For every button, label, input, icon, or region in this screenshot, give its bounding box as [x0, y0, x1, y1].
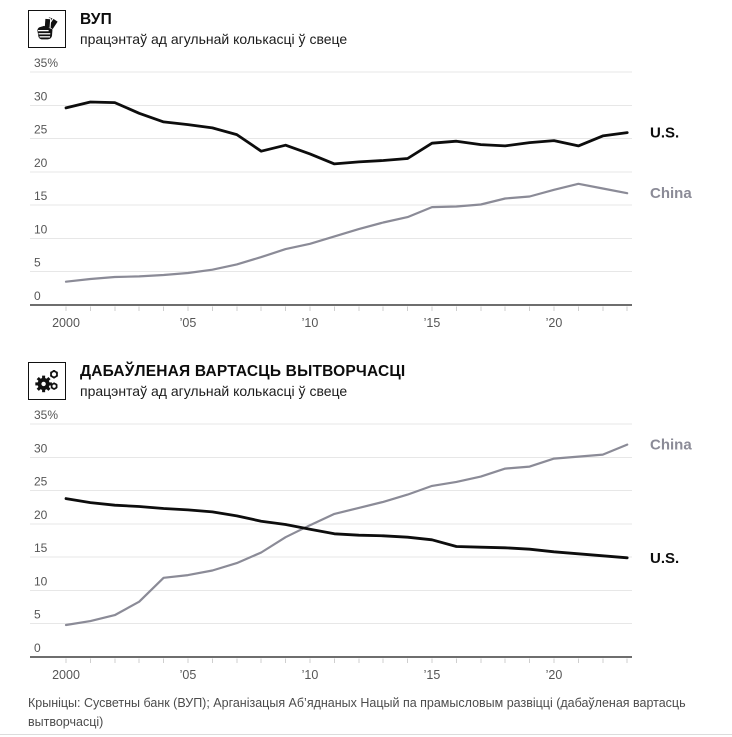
us-line: [64, 497, 629, 560]
manufacturing-chart-header: ДАБАЎЛЕНАЯ ВАРТАСЦЬ ВЫТВОРЧАСЦІ працэнта…: [0, 352, 732, 402]
x-tick-label: ’15: [424, 668, 441, 682]
gdp-chart-subtitle: працэнтаў ад агульнай колькасці ў свеце: [80, 31, 348, 48]
china-label: China: [650, 437, 692, 454]
us-label: U.S.: [650, 550, 679, 567]
gdp-chart-section: ВУП працэнтаў ад агульнай колькасці ў св…: [0, 0, 732, 332]
gdp-chart-header: ВУП працэнтаў ад агульнай колькасці ў св…: [0, 0, 732, 50]
manufacturing-chart-title: ДАБАЎЛЕНАЯ ВАРТАСЦЬ ВЫТВОРЧАСЦІ: [80, 363, 406, 380]
gdp-chart-titles: ВУП працэнтаў ад агульнай колькасці ў св…: [80, 10, 347, 49]
y-tick-label: 5: [34, 256, 41, 270]
x-tick-label: ’15: [424, 316, 441, 330]
x-tick-label: ’20: [546, 316, 563, 330]
gears-icon: [28, 362, 66, 400]
y-tick-label: 25: [34, 475, 48, 489]
gdp-chart-title: ВУП: [80, 11, 112, 28]
x-tick-label: 2000: [52, 668, 80, 682]
y-tick-label: 15: [34, 541, 48, 555]
x-tick-label: 2000: [52, 316, 80, 330]
manufacturing-chart-section: ДАБАЎЛЕНАЯ ВАРТАСЦЬ ВЫТВОРЧАСЦІ працэнта…: [0, 352, 732, 684]
bottom-divider: [0, 734, 732, 735]
y-tick-label: 35%: [34, 58, 58, 70]
y-tick-label: 10: [34, 222, 48, 236]
money-in-hand-icon: [28, 10, 66, 48]
y-tick-label: 10: [34, 574, 48, 588]
y-tick-label: 0: [34, 289, 41, 303]
manufacturing-chart-titles: ДАБАЎЛЕНАЯ ВАРТАСЦЬ ВЫТВОРЧАСЦІ працэнта…: [80, 362, 405, 401]
y-tick-label: 15: [34, 189, 48, 203]
y-tick-label: 20: [34, 508, 48, 522]
y-tick-label: 30: [34, 89, 48, 103]
line-chart: 0 5 10 15 20 25 30 35% 2000 ’05 ’10 ’15 ’20 U.S. China: [30, 58, 692, 330]
manufacturing-chart-plot: 0 5 10 15 20 25 30 35% 2000 ’05 ’10 ’15 ’20 China U.S.: [0, 410, 732, 684]
manufacturing-chart-subtitle: працэнтаў ад агульнай колькасці ў свеце: [80, 383, 348, 400]
line-chart: 0 5 10 15 20 25 30 35% 2000 ’05 ’10 ’15 ’20 China U.S.: [30, 410, 692, 682]
us-line: [64, 100, 629, 166]
y-tick-label: 25: [34, 123, 48, 137]
x-tick-label: ’10: [302, 316, 319, 330]
y-tick-label: 0: [34, 641, 41, 655]
x-tick-label: ’10: [302, 668, 319, 682]
x-tick-label: ’05: [180, 316, 197, 330]
china-label: China: [650, 185, 692, 202]
us-label: U.S.: [650, 125, 679, 142]
y-tick-label: 35%: [34, 410, 58, 422]
x-tick-label: ’20: [546, 668, 563, 682]
source-note: Крыніцы: Сусветны банк (ВУП); Арганізацы…: [28, 696, 686, 730]
y-tick-label: 20: [34, 156, 48, 170]
china-line: [64, 182, 629, 283]
y-tick-label: 30: [34, 441, 48, 455]
gdp-chart-plot: 0 5 10 15 20 25 30 35% 2000 ’05 ’10 ’15 ’20 U.S. China: [0, 58, 732, 332]
china-line: [64, 443, 629, 627]
y-tick-label: 5: [34, 608, 41, 622]
x-tick-label: ’05: [180, 668, 197, 682]
